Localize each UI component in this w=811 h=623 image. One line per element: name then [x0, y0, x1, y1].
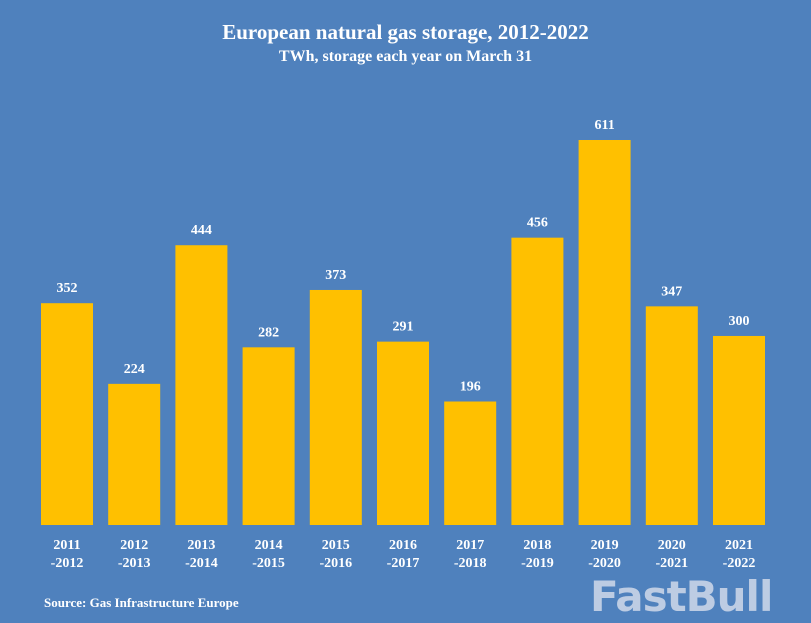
data-label: 444 [191, 223, 212, 238]
bar [377, 341, 429, 525]
x-tick-label: 2015 [322, 538, 350, 553]
data-label: 196 [460, 379, 481, 394]
x-tick-label: 2012 [120, 538, 148, 553]
x-tick-label: 2018 [523, 538, 551, 553]
x-tick-label: -2020 [588, 556, 621, 571]
x-tick-label: 2020 [658, 538, 686, 553]
x-tick-label: 2019 [591, 538, 619, 553]
bar [175, 245, 228, 525]
x-tick-label: -2021 [655, 556, 688, 571]
data-label: 611 [594, 118, 614, 133]
data-label: 347 [661, 284, 682, 299]
x-tick-label: -2018 [454, 556, 487, 571]
bar [309, 289, 362, 525]
x-tick-label: -2017 [387, 556, 420, 571]
x-tick-label: -2022 [723, 556, 756, 571]
x-tick-label: -2012 [51, 556, 84, 571]
x-tick-label: -2015 [252, 556, 285, 571]
x-tick-label: -2019 [521, 556, 554, 571]
bar [108, 383, 161, 525]
bar [444, 401, 497, 525]
bar [713, 335, 765, 525]
data-label: 456 [527, 216, 548, 231]
x-tick-label: 2013 [187, 538, 215, 553]
x-tick-label: -2016 [319, 556, 352, 571]
x-tick-label: -2014 [185, 556, 218, 571]
data-label: 352 [57, 281, 78, 296]
data-label: 282 [258, 325, 279, 340]
x-tick-label: -2013 [118, 556, 151, 571]
data-label: 224 [124, 362, 145, 377]
bar [41, 303, 93, 525]
x-tick-label: 2017 [456, 538, 484, 553]
x-tick-label: 2021 [725, 538, 753, 553]
source-note: Source: Gas Infrastructure Europe [44, 595, 239, 610]
chart-title: European natural gas storage, 2012-2022 [222, 20, 589, 44]
x-tick-label: 2011 [53, 538, 80, 553]
bar [511, 237, 564, 525]
data-label: 291 [393, 320, 414, 335]
bar [242, 347, 295, 525]
data-label: 300 [729, 314, 750, 329]
bar [645, 306, 698, 525]
bar [578, 140, 631, 525]
x-tick-label: 2014 [255, 538, 283, 553]
x-tick-label: 2016 [389, 538, 417, 553]
data-label: 373 [325, 268, 346, 283]
chart-subtitle: TWh, storage each year on March 31 [278, 48, 533, 65]
